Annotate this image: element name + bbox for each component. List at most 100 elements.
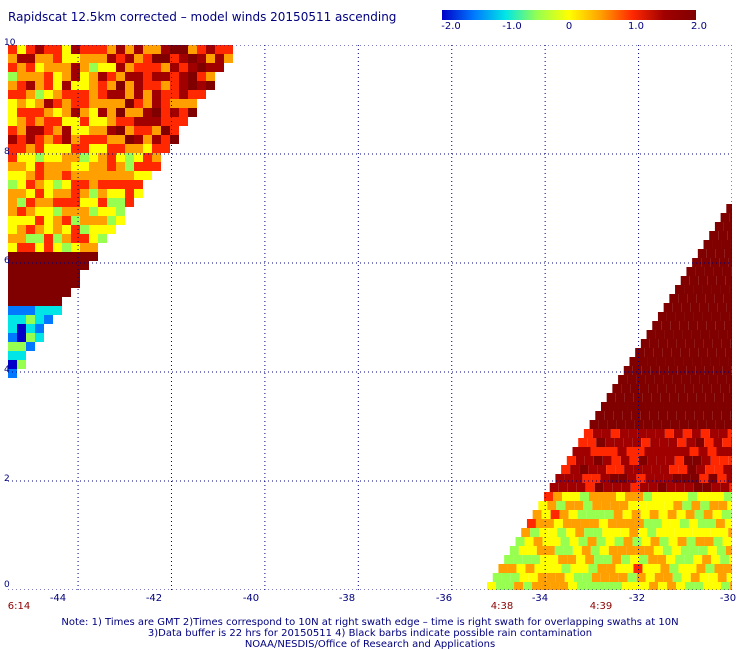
x-tick-38: -38 [338,593,356,604]
swath-cell [107,207,116,216]
swath-cell [716,546,726,555]
swath-cell [17,144,26,153]
swath-cell [530,528,540,537]
swath-cell [636,375,646,384]
swath-cell [17,297,26,306]
swath-cell [637,501,647,510]
swath-cell [549,555,559,564]
swath-cell [682,429,692,438]
swath-cell [35,198,44,207]
swath-cell [571,519,581,528]
swath-cell [720,384,730,393]
swath-cell [71,189,80,198]
swath-cell [670,420,680,429]
swath-cell [685,411,695,420]
swath-cell [705,465,715,474]
swath-cell [8,315,17,324]
x-tick-42: -42 [145,593,163,604]
swath-cell [705,564,715,573]
colorbar [442,10,696,20]
swath-cell [712,582,722,590]
swath-cell [44,63,53,72]
swath-cell [722,267,732,276]
swath-cell [188,81,197,90]
swath-cell [26,261,35,270]
swath-cell [729,285,732,294]
swath-cell [125,72,134,81]
swath-cell [26,144,35,153]
swath-cell [62,288,71,297]
swath-cell [519,573,529,582]
swath-cell [687,465,697,474]
swath-cell [616,420,626,429]
swath-cell [667,411,677,420]
swath-cell [116,216,125,225]
swath-cell [721,411,731,420]
swath-cell [8,108,17,117]
swath-cell [62,225,71,234]
swath-cell [98,81,107,90]
swath-cell [62,63,71,72]
swath-cell [611,528,621,537]
swath-cell [224,54,233,63]
swath-cell [598,420,608,429]
swath-cell [107,225,116,234]
swath-cell [107,63,116,72]
swath-cell [8,333,17,342]
swath-cell [26,288,35,297]
swath-cell [559,510,569,519]
swath-cell [98,207,107,216]
swath-cell [693,483,703,492]
swath-cell [654,474,664,483]
swath-cell [610,501,620,510]
swath-cell [539,528,549,537]
swath-cell [552,564,562,573]
swath-cell [89,135,98,144]
swath-cell [44,306,53,315]
y-tick-6: 6 [4,256,10,266]
swath-cell [8,189,17,198]
swath-cell [44,144,53,153]
swath-cell [98,117,107,126]
swath-cell [674,528,684,537]
swath-cell [627,402,637,411]
swath-cell [561,564,571,573]
swath-cell [724,249,732,258]
swath-cell [709,429,719,438]
colorbar-label-max: 2.0 [691,21,707,32]
swath-cell [597,564,607,573]
swath-cell [35,270,44,279]
swath-cell [116,81,125,90]
swath-cell [696,465,706,474]
swath-cell [527,546,537,555]
swath-cell [578,438,588,447]
swath-cell [670,321,680,330]
swath-cell [161,144,170,153]
swath-cell [547,501,557,510]
swath-cell [532,582,542,590]
swath-cell [514,582,524,590]
swath-cell [44,72,53,81]
swath-cell [98,90,107,99]
swath-cell [643,519,653,528]
swath-cell [125,117,134,126]
swath-cell [631,411,641,420]
swath-cell [161,108,170,117]
swath-cell [669,465,679,474]
swath-cell [611,456,621,465]
swath-cell [170,90,179,99]
swath-cell [549,483,559,492]
swath-cell [53,225,62,234]
swath-cell [80,144,89,153]
swath-cell [134,126,143,135]
swath-cell [553,519,563,528]
swath-cell [116,126,125,135]
swath-cell [143,171,152,180]
swath-cell [625,519,635,528]
swath-cell [179,117,188,126]
swath-cell [691,429,701,438]
swath-cell [116,108,125,117]
swath-cell [107,117,116,126]
swath-cell [8,144,17,153]
swath-cell [690,303,700,312]
